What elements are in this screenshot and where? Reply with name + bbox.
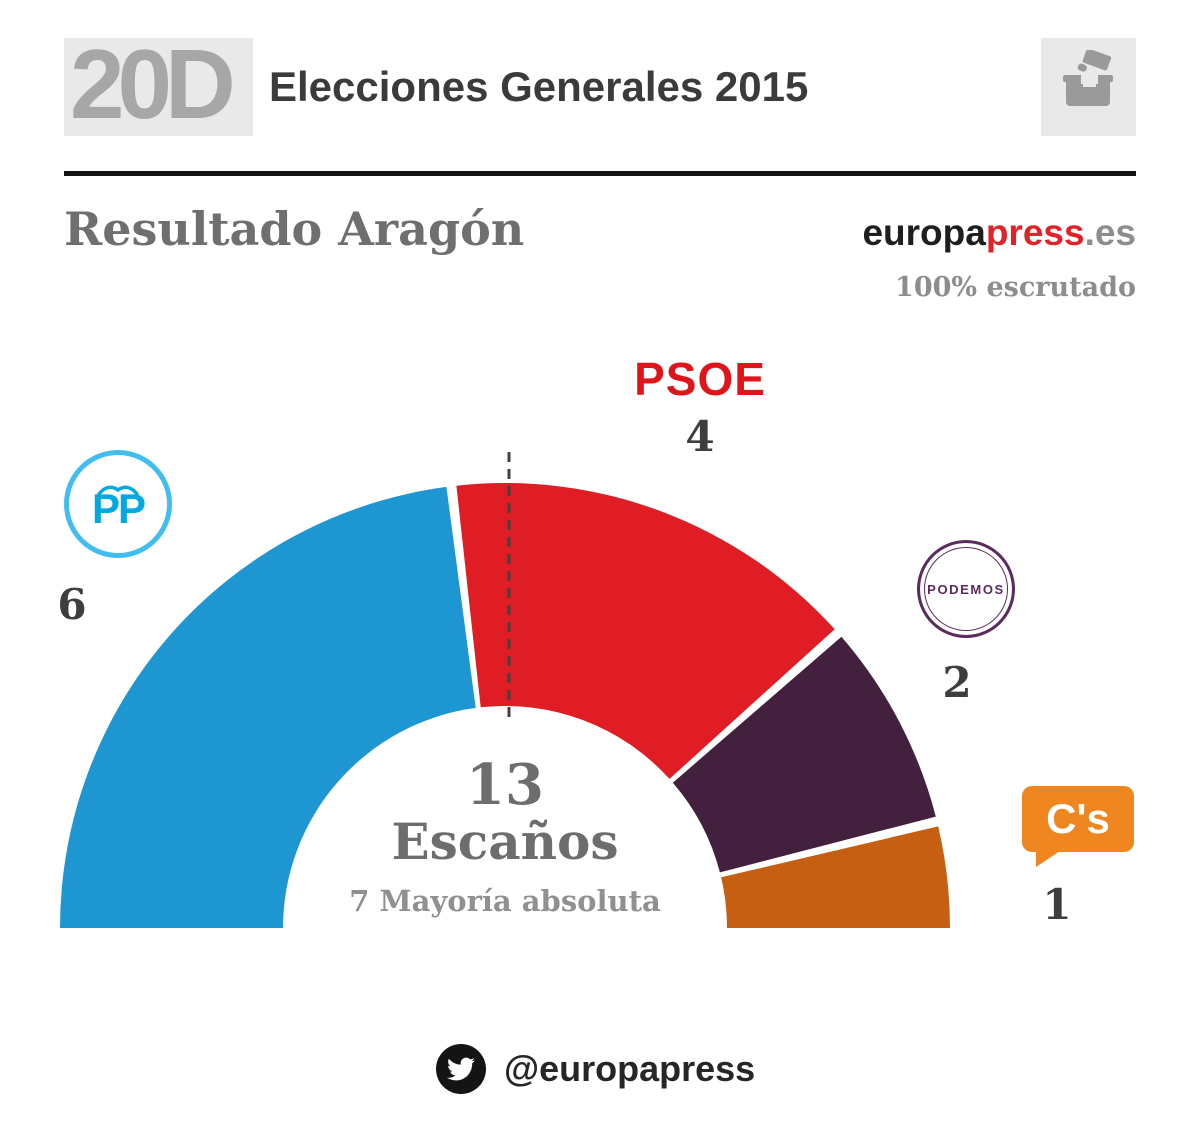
donut-segment-psoe [456, 483, 835, 779]
psoe-seats: 4 [685, 412, 715, 461]
brand-europa: europa [862, 212, 986, 253]
majority-label: 7 Mayoría absoluta [349, 884, 661, 918]
twitter-bird-icon [447, 1057, 475, 1081]
psoe-logo-label: PSOE [634, 353, 766, 405]
result-title: Resultado Aragón [64, 202, 525, 256]
donut-segment-cs [721, 826, 950, 928]
pp-logo: PP [64, 450, 172, 558]
ballot-box-icon [1063, 50, 1113, 106]
total-seats-value: 13 [466, 752, 544, 818]
page-title: Elecciones Generales 2015 [269, 63, 809, 110]
twitter-handle: @europapress [504, 1048, 756, 1089]
pp-seats: 6 [57, 580, 87, 629]
header-title-panel: Elecciones Generales 2015 [253, 38, 1041, 136]
brand-europapress: europapress.es [862, 212, 1136, 254]
podemos-logo-label: PODEMOS [927, 581, 1005, 597]
podemos-logo: PODEMOS [917, 540, 1015, 638]
header-divider [64, 171, 1136, 176]
total-seats-label: Escaños [391, 812, 619, 871]
logo-20d: 20D [70, 29, 236, 139]
ciudadanos-logo-label: C's [1046, 795, 1110, 842]
ciudadanos-seats: 1 [1042, 880, 1072, 929]
donut-segment-podemos [672, 636, 936, 873]
podemos-seats: 2 [942, 658, 972, 707]
scrutiny-status: 100% escrutado [895, 272, 1136, 303]
brand-es: .es [1084, 212, 1136, 253]
donut-segment-pp [60, 486, 476, 928]
ciudadanos-logo: C's [1022, 786, 1134, 867]
brand-press: press [985, 212, 1085, 253]
twitter-badge [436, 1044, 486, 1094]
bottom-soft-highlight [265, 892, 745, 1008]
pp-logo-label: PP [91, 485, 146, 532]
seagull-icon [97, 485, 139, 496]
seats-donut [60, 483, 950, 928]
